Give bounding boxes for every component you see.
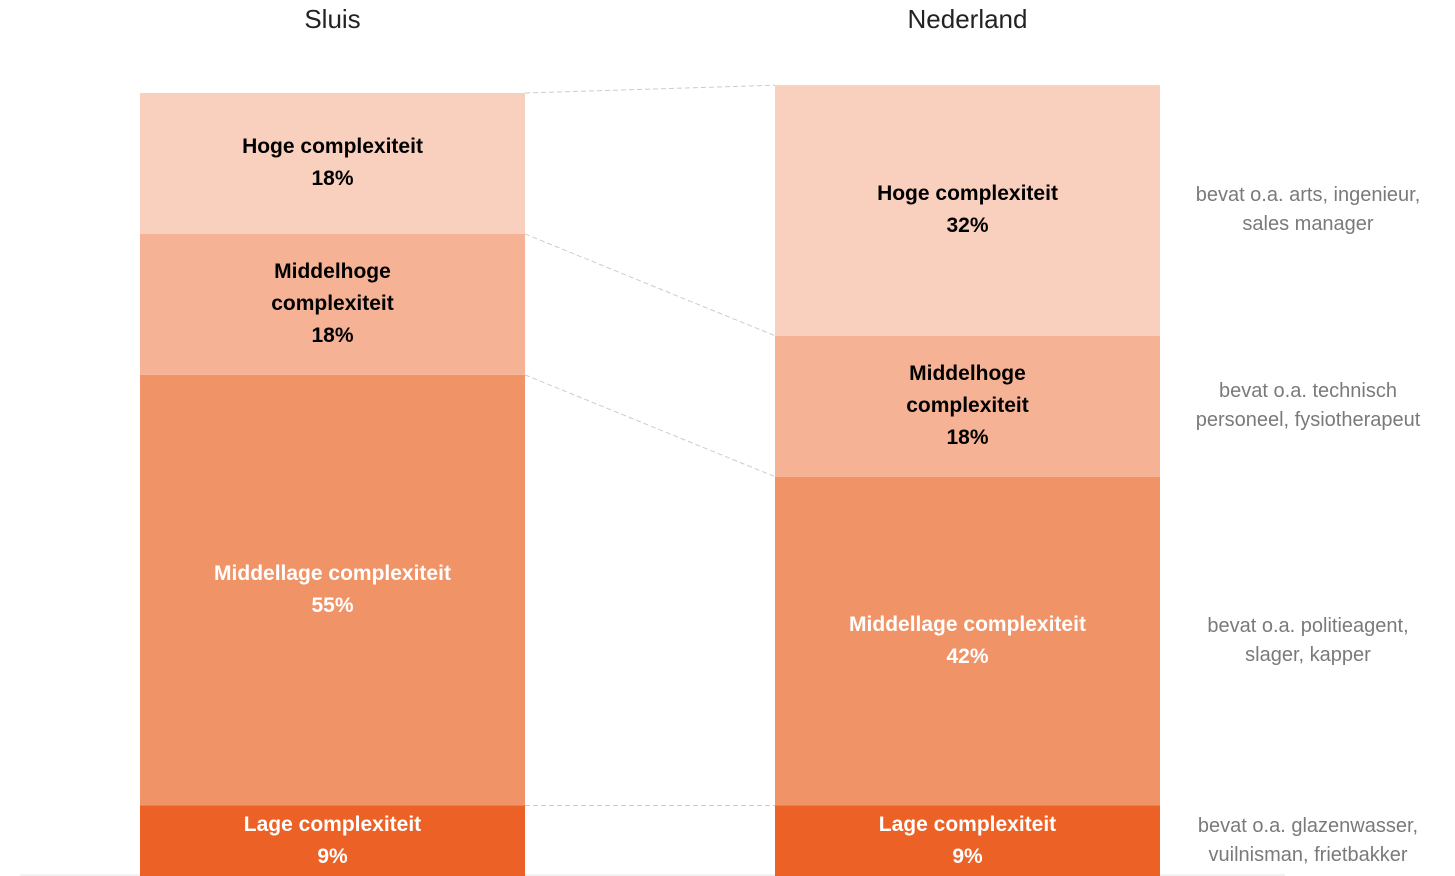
bar-segment xyxy=(775,805,1160,876)
bar-segment xyxy=(140,374,525,806)
bar-segment xyxy=(140,233,525,375)
value-label: 9% xyxy=(317,844,348,868)
series-name: Middelhoge complexiteit xyxy=(906,362,1029,418)
series-name: Hoge complexiteit xyxy=(877,182,1058,206)
value-label: 32% xyxy=(946,214,989,238)
bar-segment xyxy=(775,335,1160,477)
series-name: Middellage complexiteit xyxy=(214,562,451,586)
series-name: Lage complexiteit xyxy=(878,812,1057,836)
connector xyxy=(524,374,776,478)
value-label: 9% xyxy=(952,844,983,868)
series-name: Hoge complexiteit xyxy=(242,135,423,159)
segment-label: Lage complexiteit 9% xyxy=(213,809,453,873)
bar-segment xyxy=(140,93,525,234)
value-label: 55% xyxy=(311,594,354,618)
connector xyxy=(524,233,776,337)
series-name: Middelhoge complexiteit xyxy=(271,260,394,316)
connector xyxy=(524,84,776,94)
value-label: 42% xyxy=(946,645,989,669)
segment-label: Hoge complexiteit 32% xyxy=(848,178,1088,242)
segment-label: Hoge complexiteit 18% xyxy=(213,131,453,195)
annotation: bevat o.a. technisch personeel, fysiothe… xyxy=(1195,380,1421,432)
series-name: Middellage complexiteit xyxy=(849,613,1086,637)
segment-label: Lage complexiteit 9% xyxy=(848,809,1088,873)
category-label: Nederland xyxy=(907,4,1028,34)
bar-segment xyxy=(775,476,1160,806)
value-label: 18% xyxy=(946,426,989,450)
annotation: bevat o.a. politieagent, slager, kapper xyxy=(1207,615,1409,667)
segment-label: Middelhoge complexiteit 18% xyxy=(848,358,1088,454)
value-label: 18% xyxy=(311,324,354,348)
series-name: Lage complexiteit xyxy=(243,812,422,836)
category-label: Sluis xyxy=(304,4,361,34)
segment-label: Middellage complexiteit 55% xyxy=(213,558,453,622)
annotation: bevat o.a. arts, ingenieur, sales manage… xyxy=(1195,184,1421,236)
value-label: 18% xyxy=(311,167,354,191)
segment-label: Middelhoge complexiteit 18% xyxy=(213,256,453,352)
bar-segment xyxy=(775,85,1160,336)
bar-segment xyxy=(140,805,525,876)
segment-label: Middellage complexiteit 42% xyxy=(848,609,1088,673)
annotation: bevat o.a. glazenwasser, vuilnisman, fri… xyxy=(1197,814,1419,866)
